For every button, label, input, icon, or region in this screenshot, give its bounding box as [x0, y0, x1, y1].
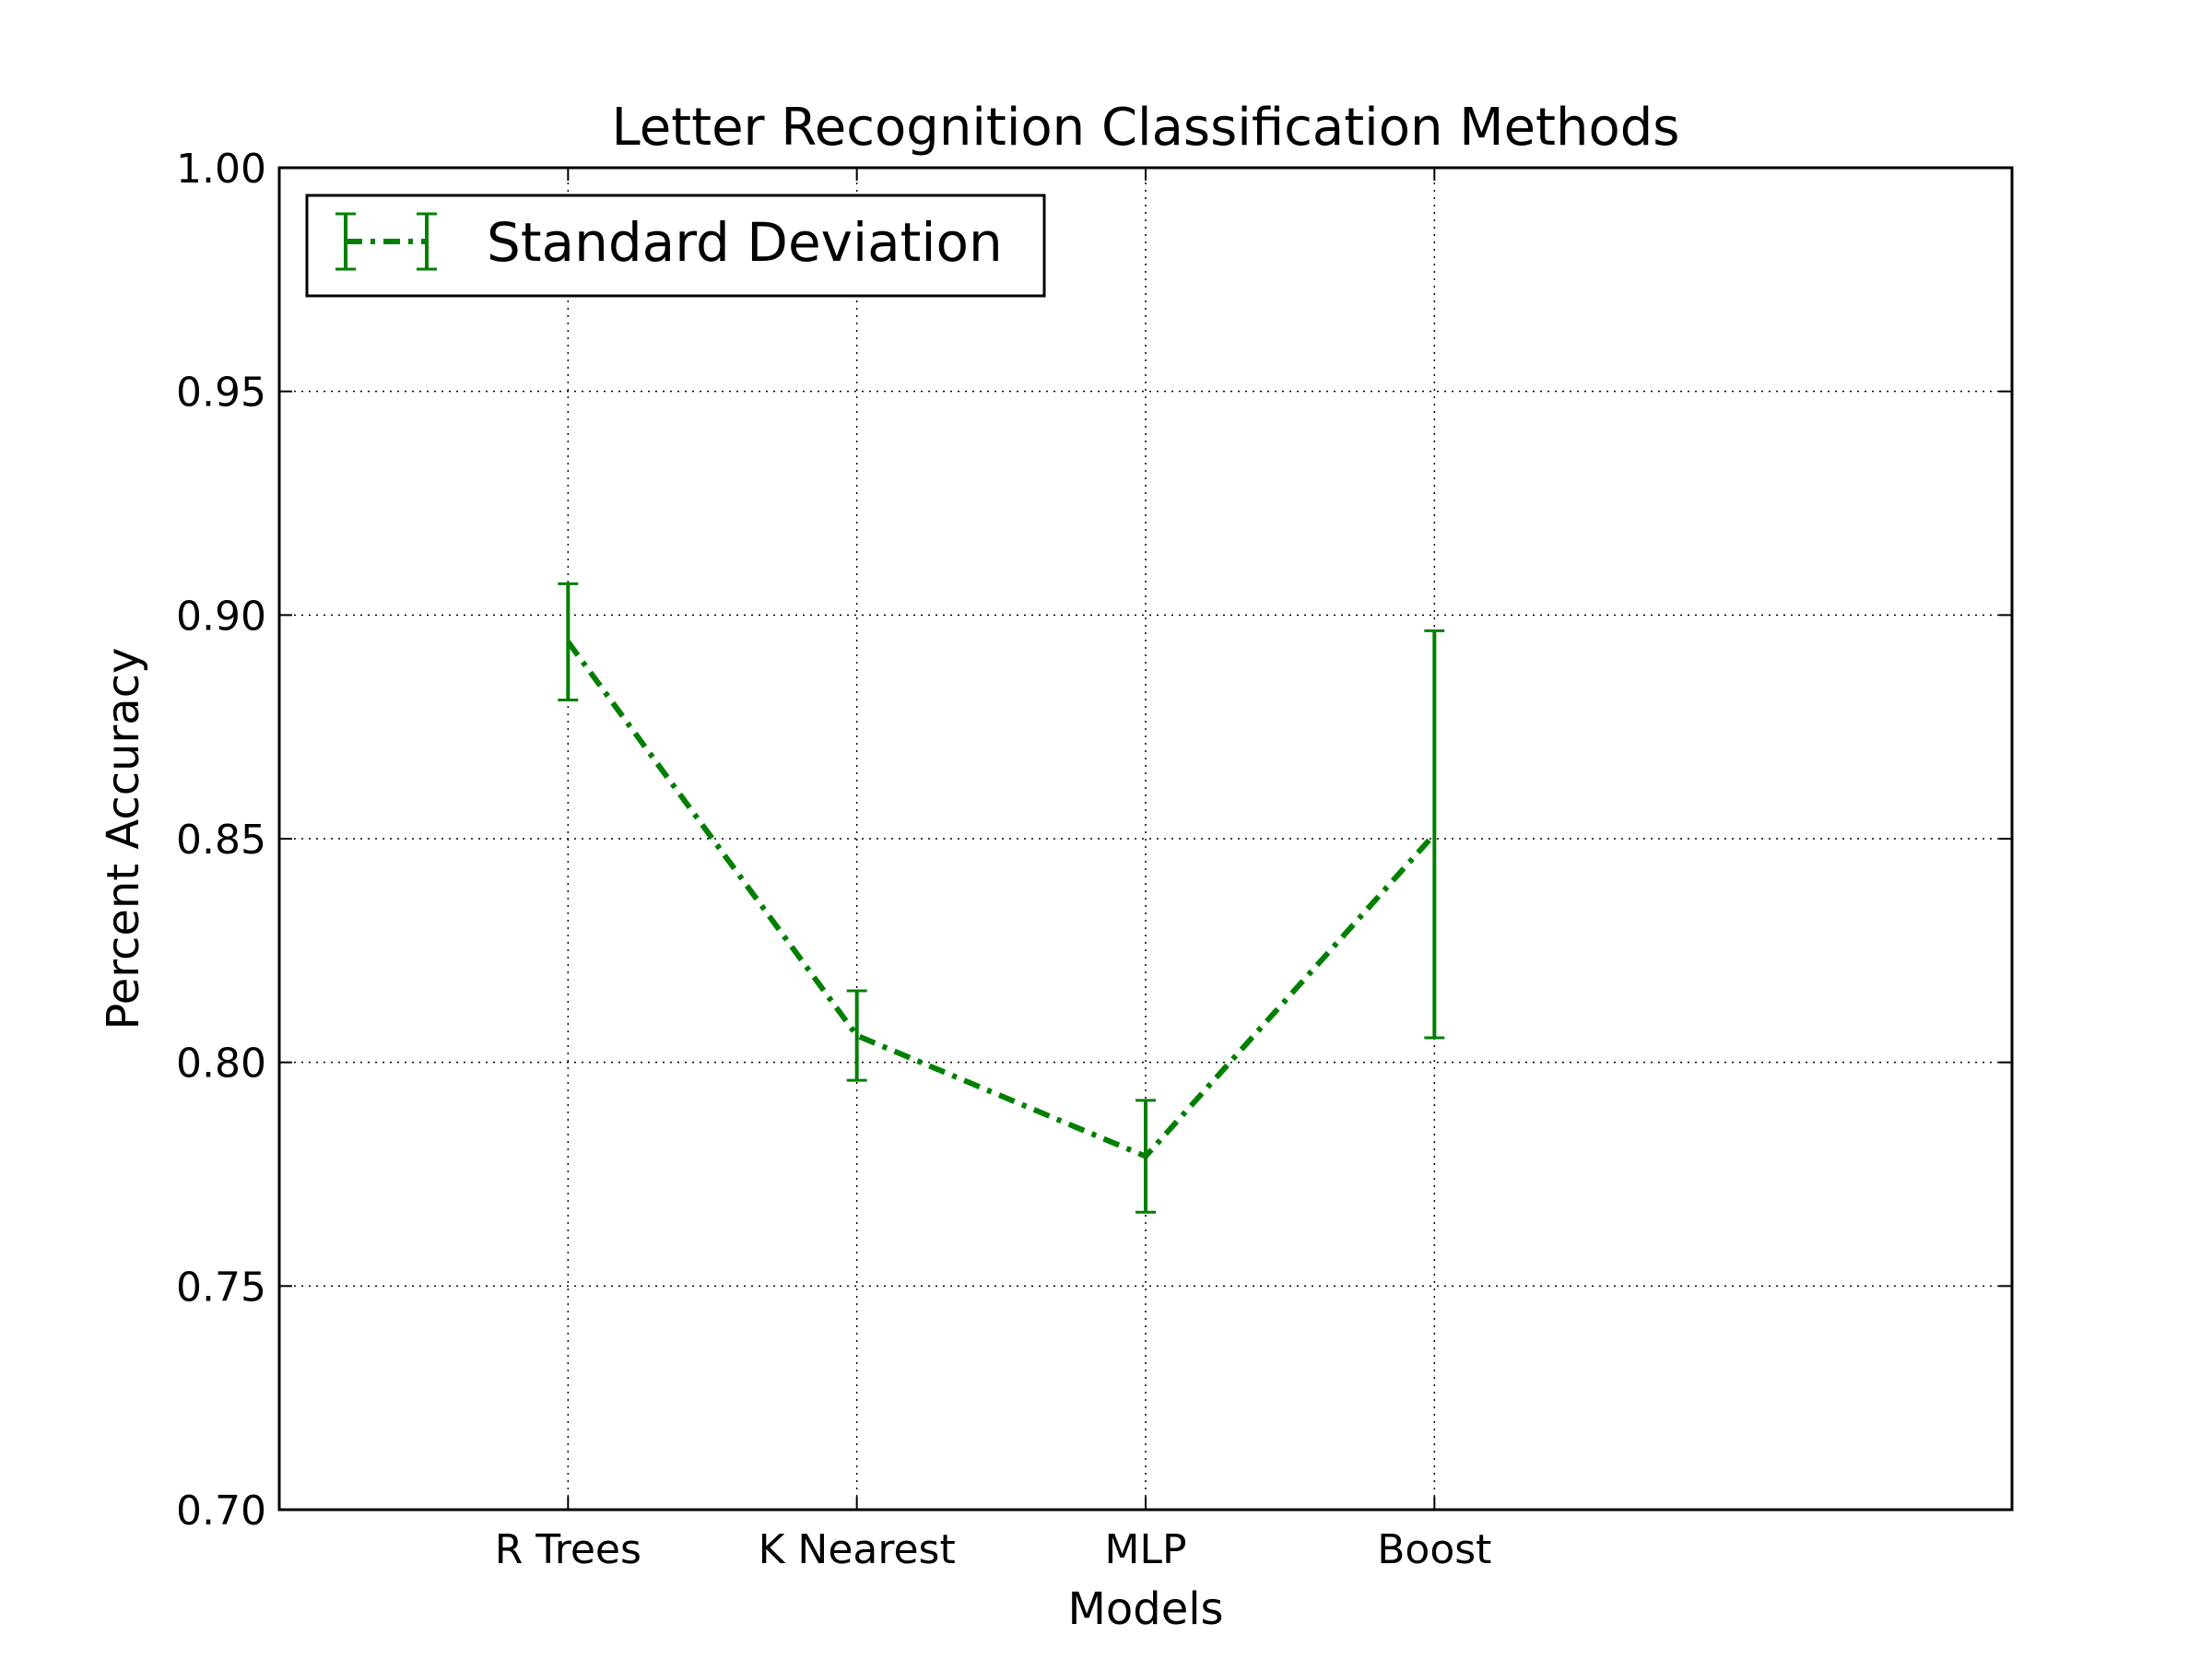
series-layer [558, 582, 1445, 1214]
chart-title: Letter Recognition Classification Method… [612, 98, 1680, 158]
y-tick-label: 0.80 [176, 1041, 266, 1088]
ticks [279, 167, 2012, 1511]
x-tick-label: R Trees [495, 1526, 641, 1573]
x-tick-label: MLP [1104, 1526, 1186, 1573]
y-tick-label: 1.00 [176, 146, 266, 193]
series-line [565, 640, 1437, 1160]
error-bar [1424, 629, 1445, 1040]
y-tick-label: 0.85 [176, 817, 266, 864]
legend: Standard Deviation [305, 194, 1046, 298]
y-tick-label: 0.75 [176, 1264, 266, 1311]
grid-lines [279, 168, 2012, 1510]
y-tick-label: 0.95 [176, 370, 266, 417]
y-axis-label: Percent Accuracy [98, 647, 149, 1030]
tick-labels: 0.70 0.75 0.80 0.85 0.90 0.95 1.00 R Trees K Nea… [176, 146, 1491, 1573]
y-tick-label: 0.90 [176, 593, 266, 640]
error-bar [846, 989, 867, 1082]
x-tick-label: Boost [1377, 1526, 1491, 1573]
x-tick-label: K Nearest [759, 1526, 956, 1573]
y-tick-label: 0.70 [176, 1488, 266, 1535]
legend-label: Standard Deviation [487, 211, 1003, 274]
legend-box [305, 194, 1046, 298]
error-bar [558, 582, 579, 702]
legend-errorbar-icon [335, 212, 437, 271]
error-bar [1135, 1099, 1156, 1214]
x-axis-label: Models [1067, 1583, 1223, 1635]
